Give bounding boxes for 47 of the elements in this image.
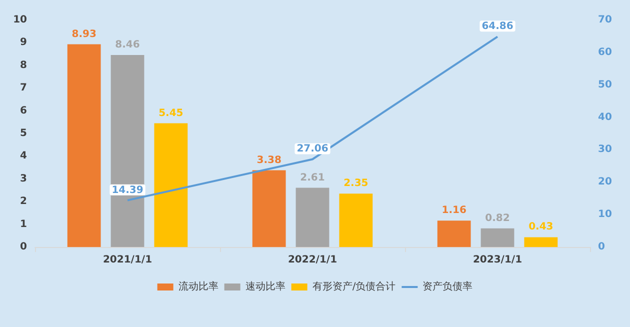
y-tick-label: 7	[20, 82, 28, 94]
legend-label: 流动比率	[178, 280, 218, 292]
y-tick-label: 5	[20, 128, 28, 139]
data-label: 1.16	[442, 205, 466, 216]
data-label: 27.06	[296, 144, 328, 155]
bar	[67, 44, 101, 247]
data-label: 0.82	[485, 212, 510, 224]
bar	[524, 237, 558, 247]
data-label: 2.35	[344, 178, 368, 190]
legend-label: 速动比率	[245, 280, 286, 292]
bar	[154, 123, 188, 247]
bar	[296, 188, 330, 247]
y2-tick-label: 10	[598, 209, 612, 220]
bar	[480, 228, 514, 247]
data-label: 64.86	[482, 21, 514, 32]
y-tick-label: 10	[13, 14, 28, 26]
y2-tick-label: 40	[598, 112, 612, 123]
y-tick-label: 1	[20, 218, 28, 230]
y2-tick-label: 0	[598, 242, 605, 252]
y-tick-label: 4	[20, 150, 28, 162]
y-tick-label: 2	[20, 196, 28, 208]
data-label: 3.38	[256, 154, 282, 166]
bar	[339, 194, 373, 247]
data-label: 8.46	[115, 39, 140, 50]
y2-tick-label: 20	[598, 176, 612, 188]
y-tick-label: 0	[20, 242, 28, 252]
bar	[437, 220, 471, 247]
y2-tick-label: 30	[598, 144, 612, 156]
y2-tick-label: 60	[598, 46, 612, 58]
y2-tick-label: 50	[598, 79, 612, 90]
data-label: 14.39	[112, 184, 144, 196]
y-tick-label: 3	[20, 173, 28, 184]
data-label: 8.93	[72, 28, 96, 40]
legend-label: 资产负债率	[422, 280, 473, 292]
data-label: 2.61	[300, 172, 325, 184]
x-tick-label: 2022/1/1	[288, 254, 338, 266]
data-label: 5.45	[158, 108, 184, 119]
legend-label: 有形资产/负债合计	[312, 280, 396, 292]
bar	[252, 170, 286, 247]
y-tick-label: 6	[20, 105, 28, 116]
y-tick-label: 9	[20, 37, 28, 48]
data-label: 0.43	[528, 222, 554, 233]
y-tick-label: 8	[20, 60, 28, 71]
x-tick-label: 2021/1/1	[102, 254, 152, 266]
bar	[110, 54, 144, 247]
y2-tick-label: 70	[598, 14, 612, 26]
x-tick-label: 2023/1/1	[472, 254, 522, 266]
